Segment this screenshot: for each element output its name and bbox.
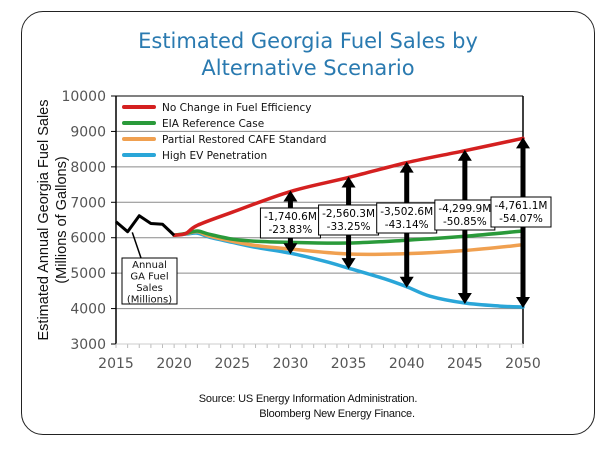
legend-label: EIA Reference Case (162, 118, 264, 130)
x-tick-label: 2030 (273, 356, 309, 372)
difference-arrow-head-down (516, 297, 530, 309)
slide-frame (21, 11, 595, 435)
historical-callout-text: Annual (132, 260, 167, 271)
x-tick-label: 2045 (447, 356, 483, 372)
difference-arrow-head-up (341, 176, 356, 188)
difference-label-text: -1,740.6M (264, 211, 317, 223)
difference-label-text: -2,560.3M (322, 208, 375, 220)
difference-label-box (259, 207, 321, 239)
source-line-2: Bloomberg New Energy Finance. (259, 408, 415, 420)
y-axis-label-line: (Millions of Gallons) (54, 156, 70, 283)
x-tick-label: 2025 (214, 356, 250, 372)
difference-arrow-head-up (283, 190, 298, 202)
series-line-eia-reference-case (172, 229, 525, 245)
difference-arrow-head-down (283, 243, 298, 255)
source-line-1: Source: US Energy Information Administra… (198, 393, 418, 405)
difference-label-text: -4,761.1M (495, 200, 548, 212)
difference-arrow-head-up (457, 149, 472, 161)
difference-label-text: -23.83% (269, 224, 313, 236)
y-tick-label: 5000 (70, 266, 106, 282)
x-tick-label: 2050 (505, 356, 541, 372)
difference-arrow-head-down (341, 258, 356, 270)
historical-callout-text: (Millions) (127, 295, 172, 306)
legend-label: Partial Restored CAFE Standard (162, 134, 326, 146)
difference-label-text: -54.07% (499, 213, 543, 225)
y-tick-label: 8000 (70, 160, 106, 176)
y-axis-label-line: Estimated Annual Georgia Fuel Sales (36, 100, 52, 341)
y-tick-label: 6000 (70, 231, 106, 247)
difference-label-text: -43.14% (385, 219, 429, 231)
historical-line (115, 214, 176, 237)
x-tick-label: 2040 (389, 356, 425, 372)
y-tick-label: 7000 (70, 195, 106, 211)
difference-label-text: -50.85% (443, 216, 487, 228)
y-tick-label: 3000 (70, 337, 106, 353)
x-tick-label: 2015 (98, 356, 134, 372)
difference-label-text: -3,502.6M (380, 206, 433, 218)
chart-title-line-1: Estimated Georgia Fuel Sales by (138, 29, 478, 53)
legend-label: No Change in Fuel Efficiency (162, 102, 311, 114)
legend-label: High EV Penetration (162, 150, 267, 162)
difference-arrow-head-up (516, 137, 530, 149)
chart-title: Estimated Georgia Fuel Sales by Alternat… (0, 28, 616, 82)
difference-arrow-head-down (457, 293, 472, 305)
y-axis-label: Estimated Annual Georgia Fuel Sales (Mill… (36, 100, 70, 341)
source-note: Source: US Energy Information Administra… (0, 392, 616, 422)
difference-label-box (318, 204, 380, 236)
difference-label-text: -4,299.9M (438, 203, 491, 215)
chart-title-line-2: Alternative Scenario (201, 56, 415, 80)
difference-arrow-head-up (399, 161, 414, 173)
historical-callout-text: GA Fuel (130, 272, 168, 283)
difference-label-box (490, 196, 552, 228)
difference-label-text: -33.25% (327, 221, 371, 233)
y-tick-label: 10000 (61, 89, 106, 105)
historical-callout-leader (131, 232, 142, 259)
historical-callout-text: Sales (136, 283, 163, 294)
y-tick-label: 9000 (70, 124, 106, 140)
y-tick-label: 4000 (70, 302, 106, 318)
difference-label-box (434, 199, 496, 231)
x-tick-label: 2020 (156, 356, 192, 372)
difference-arrow-head-down (399, 276, 414, 288)
x-tick-label: 2035 (331, 356, 367, 372)
historical-callout-box (121, 257, 178, 305)
